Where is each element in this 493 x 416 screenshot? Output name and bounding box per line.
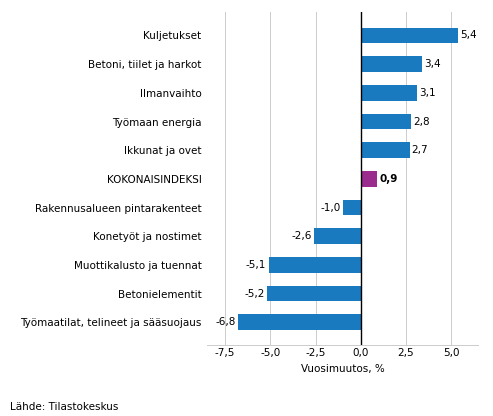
Bar [361,85,417,101]
Bar [361,56,422,72]
Bar [361,142,410,158]
Text: 2,7: 2,7 [412,145,428,155]
Text: 3,4: 3,4 [424,59,441,69]
X-axis label: Vuosimuutos, %: Vuosimuutos, % [301,364,385,374]
Text: -6,8: -6,8 [215,317,236,327]
Text: 3,1: 3,1 [419,88,435,98]
Text: -5,1: -5,1 [246,260,266,270]
Bar [361,27,458,43]
Bar [269,257,361,273]
Bar [314,228,361,244]
Text: 2,8: 2,8 [414,116,430,126]
Bar [361,171,377,187]
Text: 0,9: 0,9 [379,174,397,184]
Bar [343,200,361,215]
Text: -5,2: -5,2 [244,289,265,299]
Text: -1,0: -1,0 [320,203,341,213]
Bar [267,286,361,302]
Text: -2,6: -2,6 [291,231,312,241]
Text: 5,4: 5,4 [460,30,477,40]
Text: Lähde: Tilastokeskus: Lähde: Tilastokeskus [10,402,118,412]
Bar [361,114,411,129]
Bar [238,314,361,330]
